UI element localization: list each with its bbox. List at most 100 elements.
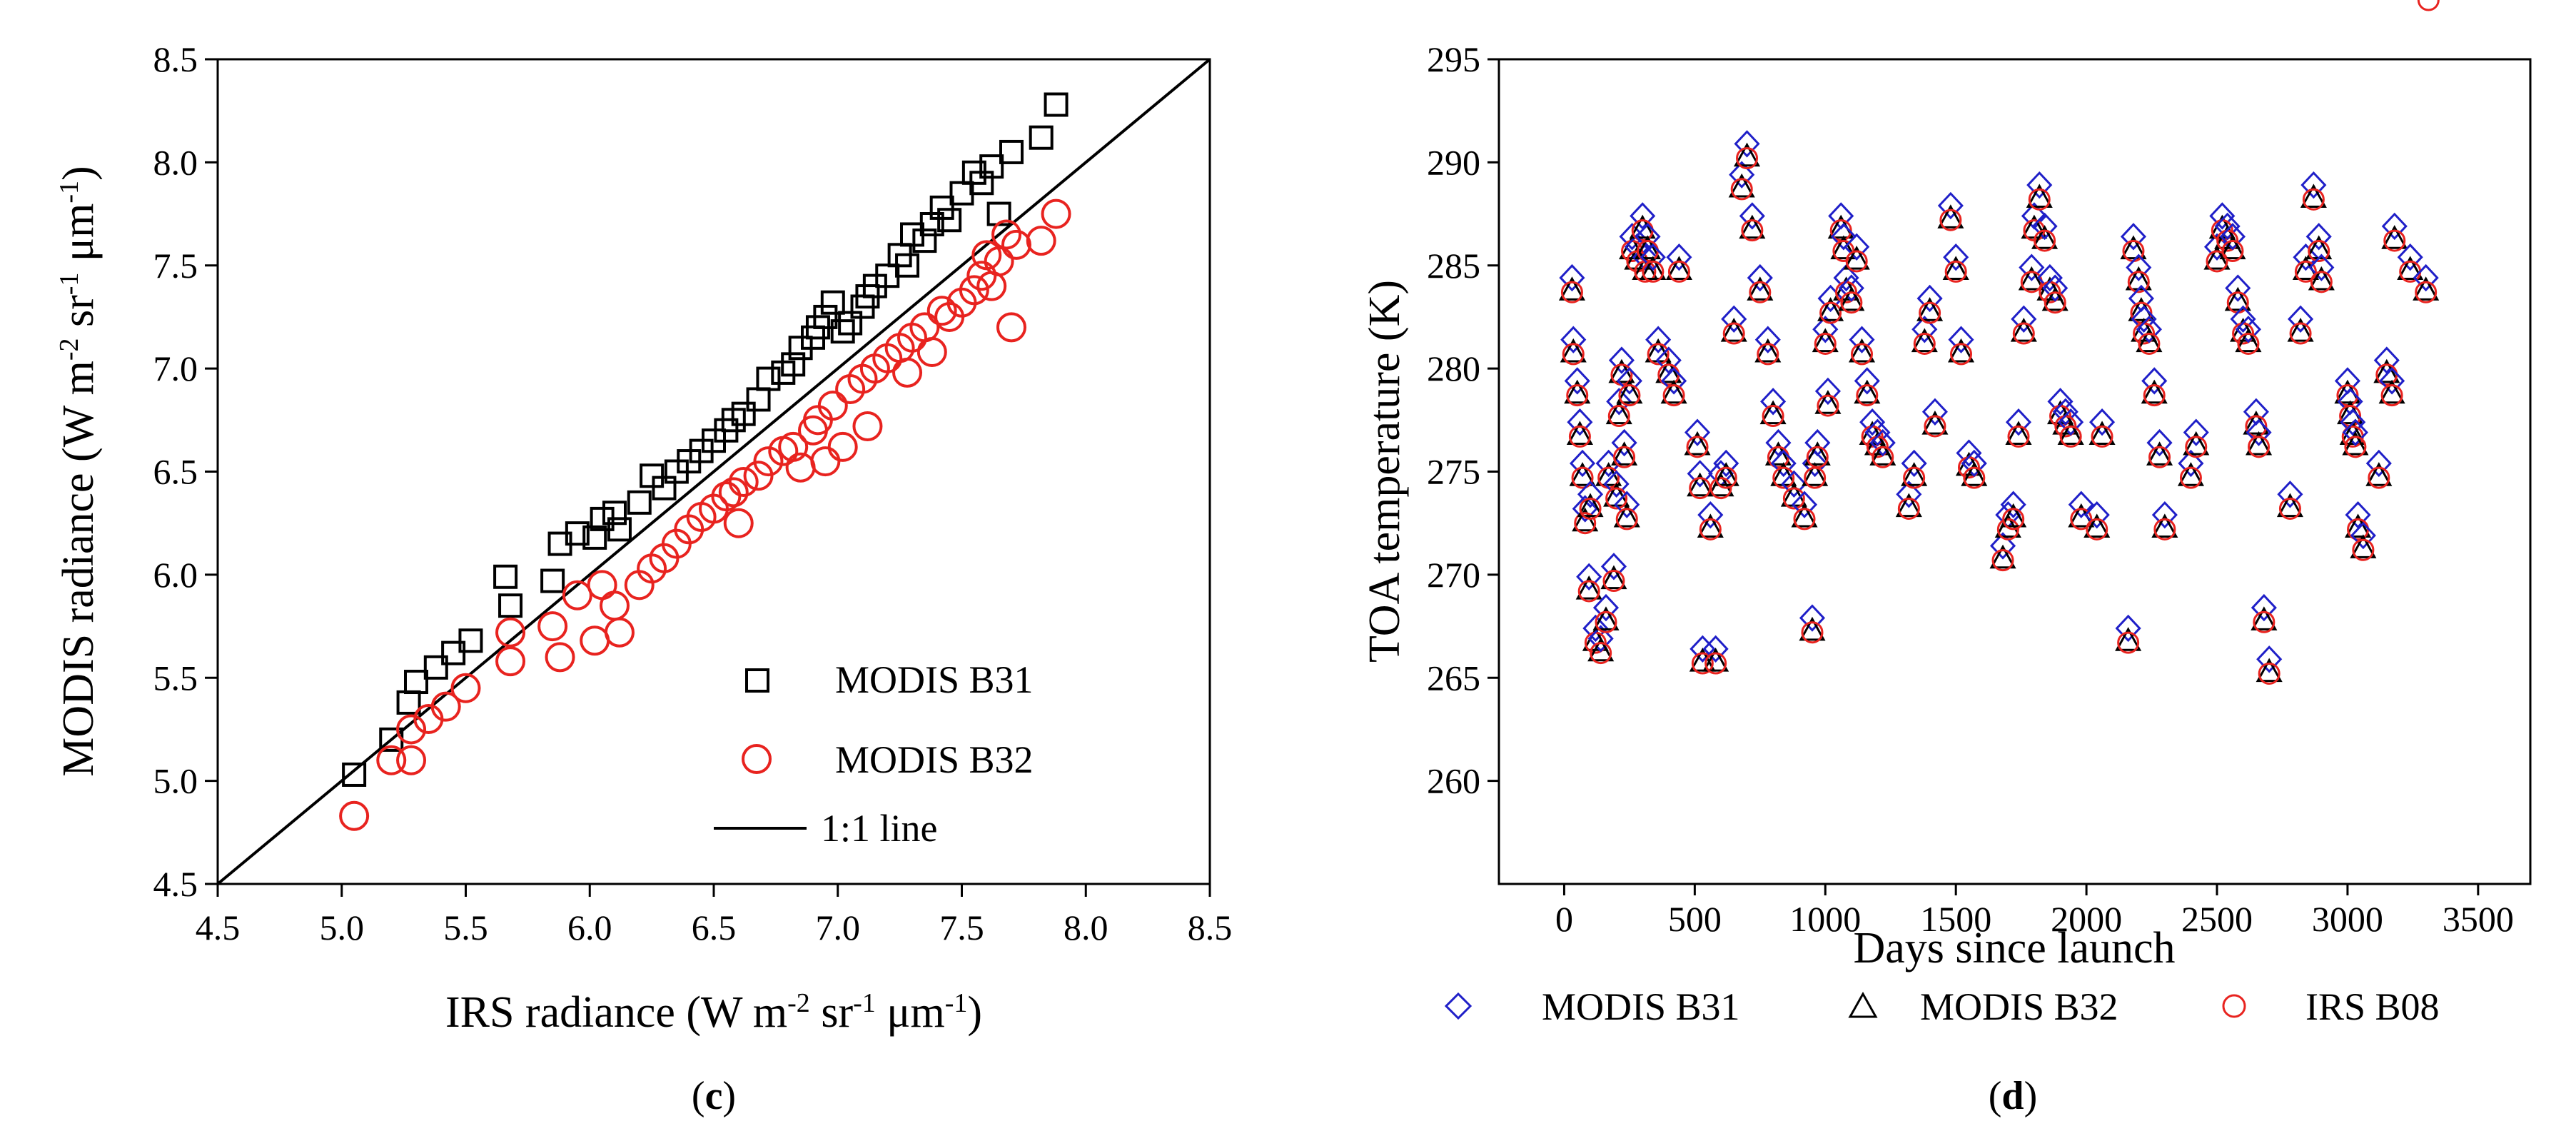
b31-diamond-point: [1804, 428, 1831, 457]
b32-triangle-point: [1854, 379, 1881, 404]
b32-triangle-point: [1575, 575, 1602, 600]
b31-square-point: [895, 253, 920, 278]
b32-triangle-point: [1817, 297, 1844, 321]
b08-circle-point: [1856, 384, 1879, 407]
b08-circle-point: [1801, 621, 1824, 644]
b08-circle-point: [1793, 508, 1816, 531]
b08-circle-point: [2127, 271, 2150, 293]
b32-circle-point: [587, 570, 617, 600]
b08-circle-point: [1736, 147, 1759, 170]
b32-triangle-point: [2115, 627, 2142, 651]
b08-circle-point: [2091, 425, 2113, 448]
legend-label-b31: MODIS B31: [835, 658, 1034, 701]
b32-triangle-point: [2235, 328, 2262, 353]
b32-triangle-point: [1937, 204, 1964, 228]
x-tick-label: 5.0: [320, 908, 365, 947]
b32-circle-point: [810, 446, 841, 477]
b32-triangle-point: [1587, 637, 1615, 662]
y-tick-label: 7.0: [153, 348, 198, 388]
b32-triangle-point: [2018, 266, 2045, 291]
x-tick-label: 4.5: [196, 908, 241, 947]
b31-diamond-point: [1765, 428, 1792, 457]
x-tick-label: 1500: [1920, 899, 1991, 939]
b31-square-point: [781, 352, 806, 377]
b32-circle-point: [376, 745, 407, 775]
b31-diamond-point: [2345, 501, 2371, 529]
b31-diamond-point: [1956, 439, 1982, 467]
legend-circle-marker-d: [2222, 994, 2246, 1018]
b08-circle-point: [1605, 487, 1628, 510]
b31-diamond-point: [1896, 481, 1922, 508]
b32-triangle-point: [2378, 379, 2405, 404]
b32-triangle-point: [2350, 534, 2377, 558]
b31-square-point: [912, 228, 937, 253]
b08-circle-point: [1699, 518, 1722, 541]
b31-diamond-point: [1661, 367, 1687, 395]
b31-square-point: [627, 490, 652, 515]
b08-circle-point: [1772, 466, 1795, 489]
b32-triangle-point: [1961, 462, 1988, 486]
b32-circle-point: [562, 580, 592, 610]
x-tick-label: 0: [1555, 899, 1573, 939]
panel-c-y-axis-label: MODIS radiance (W m-2 sr-1 μm-1): [54, 166, 103, 776]
b31-diamond-point: [1608, 346, 1635, 374]
b32-triangle-point: [2224, 286, 2251, 311]
b31-diamond-point: [1833, 263, 1859, 292]
b32-triangle-point: [1812, 328, 1839, 353]
y-tick-label: 285: [1427, 246, 1480, 286]
b31-diamond-point: [1592, 593, 1620, 622]
b32-triangle-point: [2365, 462, 2393, 486]
y-tick-label: 295: [1427, 39, 1480, 79]
b31-diamond-point: [2036, 263, 2063, 292]
y-tick-label: 5.0: [153, 761, 198, 801]
b08-circle-point: [1840, 291, 1863, 314]
b31-square-point: [602, 501, 627, 526]
b32-triangle-point: [1720, 318, 1747, 342]
b08-circle-point: [2237, 332, 2260, 355]
b31-diamond-point: [2342, 418, 2368, 446]
b31-diamond-point: [1961, 449, 1987, 478]
b32-circle-point: [728, 466, 759, 497]
b08-circle-point: [2002, 508, 2025, 531]
b08-circle-point: [1996, 518, 2019, 541]
b32-circle-point: [545, 642, 575, 673]
b08-circle-point: [2028, 188, 2051, 211]
b08-circle-point: [1602, 570, 1625, 593]
x-tick-label: 7.0: [816, 908, 861, 947]
b31-diamond-point: [1587, 625, 1614, 653]
b31-square-point: [342, 762, 367, 787]
b32-triangle-point: [2276, 493, 2303, 518]
b08-circle-point: [2383, 229, 2406, 252]
b31-diamond-point: [1655, 346, 1682, 374]
b31-diamond-point: [1567, 408, 1593, 436]
b08-circle-point: [2417, 0, 2440, 11]
b31-diamond-point: [1760, 388, 1787, 416]
legend-label-b08-d: IRS B08: [2305, 985, 2440, 1028]
b32-triangle-point: [1989, 544, 2016, 569]
y-tick-label: 5.5: [153, 658, 198, 698]
b32-triangle-point: [1911, 328, 1938, 353]
b31-diamond-point: [1560, 326, 1587, 353]
legend-square-marker: [745, 668, 769, 693]
b32-triangle-point: [1830, 235, 1857, 260]
b08-circle-point: [1913, 332, 1936, 355]
b31-square-point: [640, 463, 665, 488]
b32-circle-point: [339, 800, 370, 831]
b31-diamond-point: [1844, 233, 1870, 261]
b08-circle-point: [2179, 466, 2202, 489]
b32-triangle-point: [1814, 390, 1842, 414]
b32-triangle-point: [1572, 507, 1599, 532]
y-tick-label: 7.5: [153, 246, 198, 286]
b08-circle-point: [2148, 446, 2171, 468]
b31-diamond-point: [1559, 263, 1585, 292]
b08-circle-point: [1939, 208, 1962, 231]
b31-diamond-point: [1614, 491, 1640, 518]
x-tick-label: 500: [1668, 899, 1722, 939]
b32-triangle-point: [1843, 245, 1870, 270]
b08-circle-point: [1618, 384, 1641, 407]
x-tick-label: 3500: [2443, 899, 2514, 939]
b32-triangle-point: [2413, 276, 2440, 301]
b08-circle-point: [1749, 281, 1772, 303]
b08-circle-point: [1919, 301, 1941, 324]
b32-triangle-point: [2251, 606, 2278, 630]
